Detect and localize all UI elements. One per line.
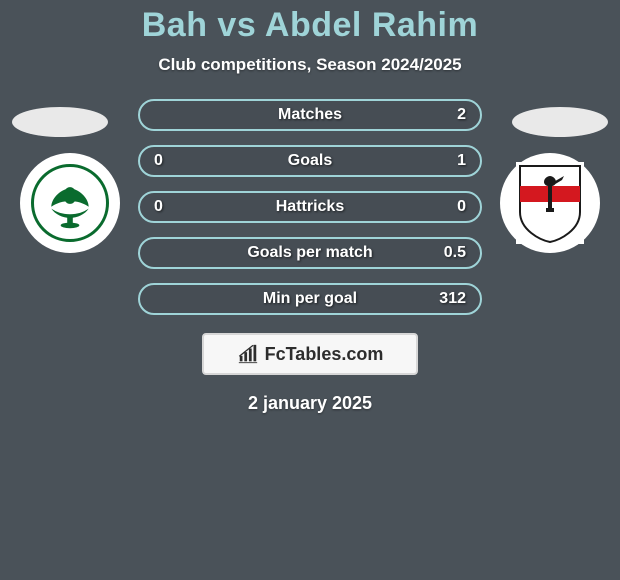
stat-right-value: 312 — [432, 290, 466, 308]
stat-row-goals-per-match: Goals per match 0.5 — [138, 237, 482, 269]
zamalek-icon — [516, 162, 584, 244]
brand-badge: FcTables.com — [202, 333, 418, 375]
stat-left-value: 0 — [154, 198, 188, 216]
stat-row-goals: 0 Goals 1 — [138, 145, 482, 177]
stat-label: Goals — [188, 152, 432, 170]
stat-right-value: 0 — [432, 198, 466, 216]
club-badge-right — [500, 153, 600, 253]
stat-right-value: 2 — [432, 106, 466, 124]
stat-row-matches: Matches 2 — [138, 99, 482, 131]
page-subtitle: Club competitions, Season 2024/2025 — [0, 55, 620, 75]
player-left-avatar-placeholder — [12, 107, 108, 137]
stat-label: Min per goal — [188, 290, 432, 308]
page-title: Bah vs Abdel Rahim — [0, 0, 620, 45]
stat-right-value: 1 — [432, 152, 466, 170]
stat-label: Goals per match — [188, 244, 432, 262]
stat-right-value: 0.5 — [432, 244, 466, 262]
al-masry-icon — [31, 164, 109, 242]
brand-label: FcTables.com — [265, 344, 384, 365]
club-badge-left — [20, 153, 120, 253]
player-right-avatar-placeholder — [512, 107, 608, 137]
stat-row-min-per-goal: Min per goal 312 — [138, 283, 482, 315]
stat-row-hattricks: 0 Hattricks 0 — [138, 191, 482, 223]
bar-chart-icon — [237, 343, 259, 365]
comparison-block: Matches 2 0 Goals 1 0 Hattricks 0 Goals … — [0, 99, 620, 414]
stat-label: Hattricks — [188, 198, 432, 216]
stat-label: Matches — [188, 106, 432, 124]
stat-left-value: 0 — [154, 152, 188, 170]
footer-date: 2 january 2025 — [0, 393, 620, 414]
